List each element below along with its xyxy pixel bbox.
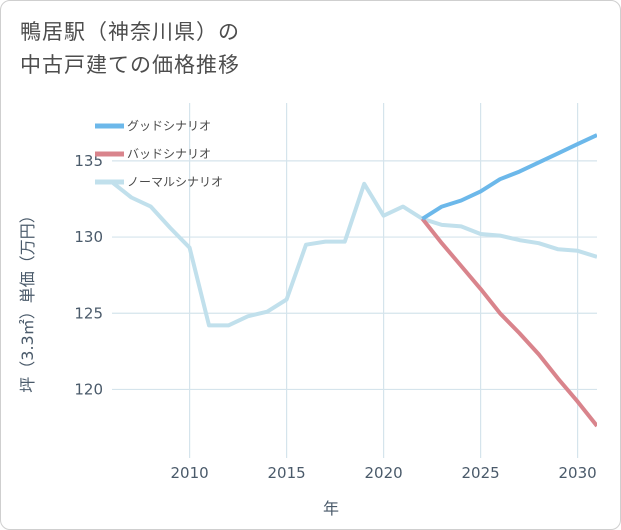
series-line-bad [420,217,597,428]
x-tick-labels: 2010 2015 2020 2025 2030 [171,464,597,482]
y-tick-label: 120 [74,380,103,398]
x-tick-label: 2010 [171,464,209,482]
chart-title-line1: 鴨居駅（神奈川県）の [20,20,240,44]
x-tick-label: 2030 [559,464,597,482]
legend-label: グッドシナリオ [127,119,211,133]
legend-label: ノーマルシナリオ [127,175,223,189]
x-tick-label: 2020 [365,464,403,482]
legend-label: バッドシナリオ [127,147,211,161]
series-line-good [421,133,597,221]
x-tick-label: 2015 [268,464,306,482]
legend-item-good[interactable]: グッドシナリオ [95,119,211,133]
y-axis-label: 坪（3.3㎡）単価（万円） [18,207,37,392]
x-axis-label: 年 [323,499,339,518]
chart-title: 鴨居駅（神奈川県）の 中古戸建ての価格推移 [20,16,240,82]
chart-title-line2: 中古戸建ての価格推移 [20,53,240,77]
legend-item-bad[interactable]: バッドシナリオ [95,147,211,161]
legend-item-normal[interactable]: ノーマルシナリオ [95,175,223,189]
series-line-normal [112,180,597,328]
series-lines [112,133,597,428]
x-tick-label: 2025 [462,464,500,482]
y-tick-label: 125 [74,304,103,322]
y-tick-label: 130 [74,228,103,246]
grid-lines [112,103,597,458]
